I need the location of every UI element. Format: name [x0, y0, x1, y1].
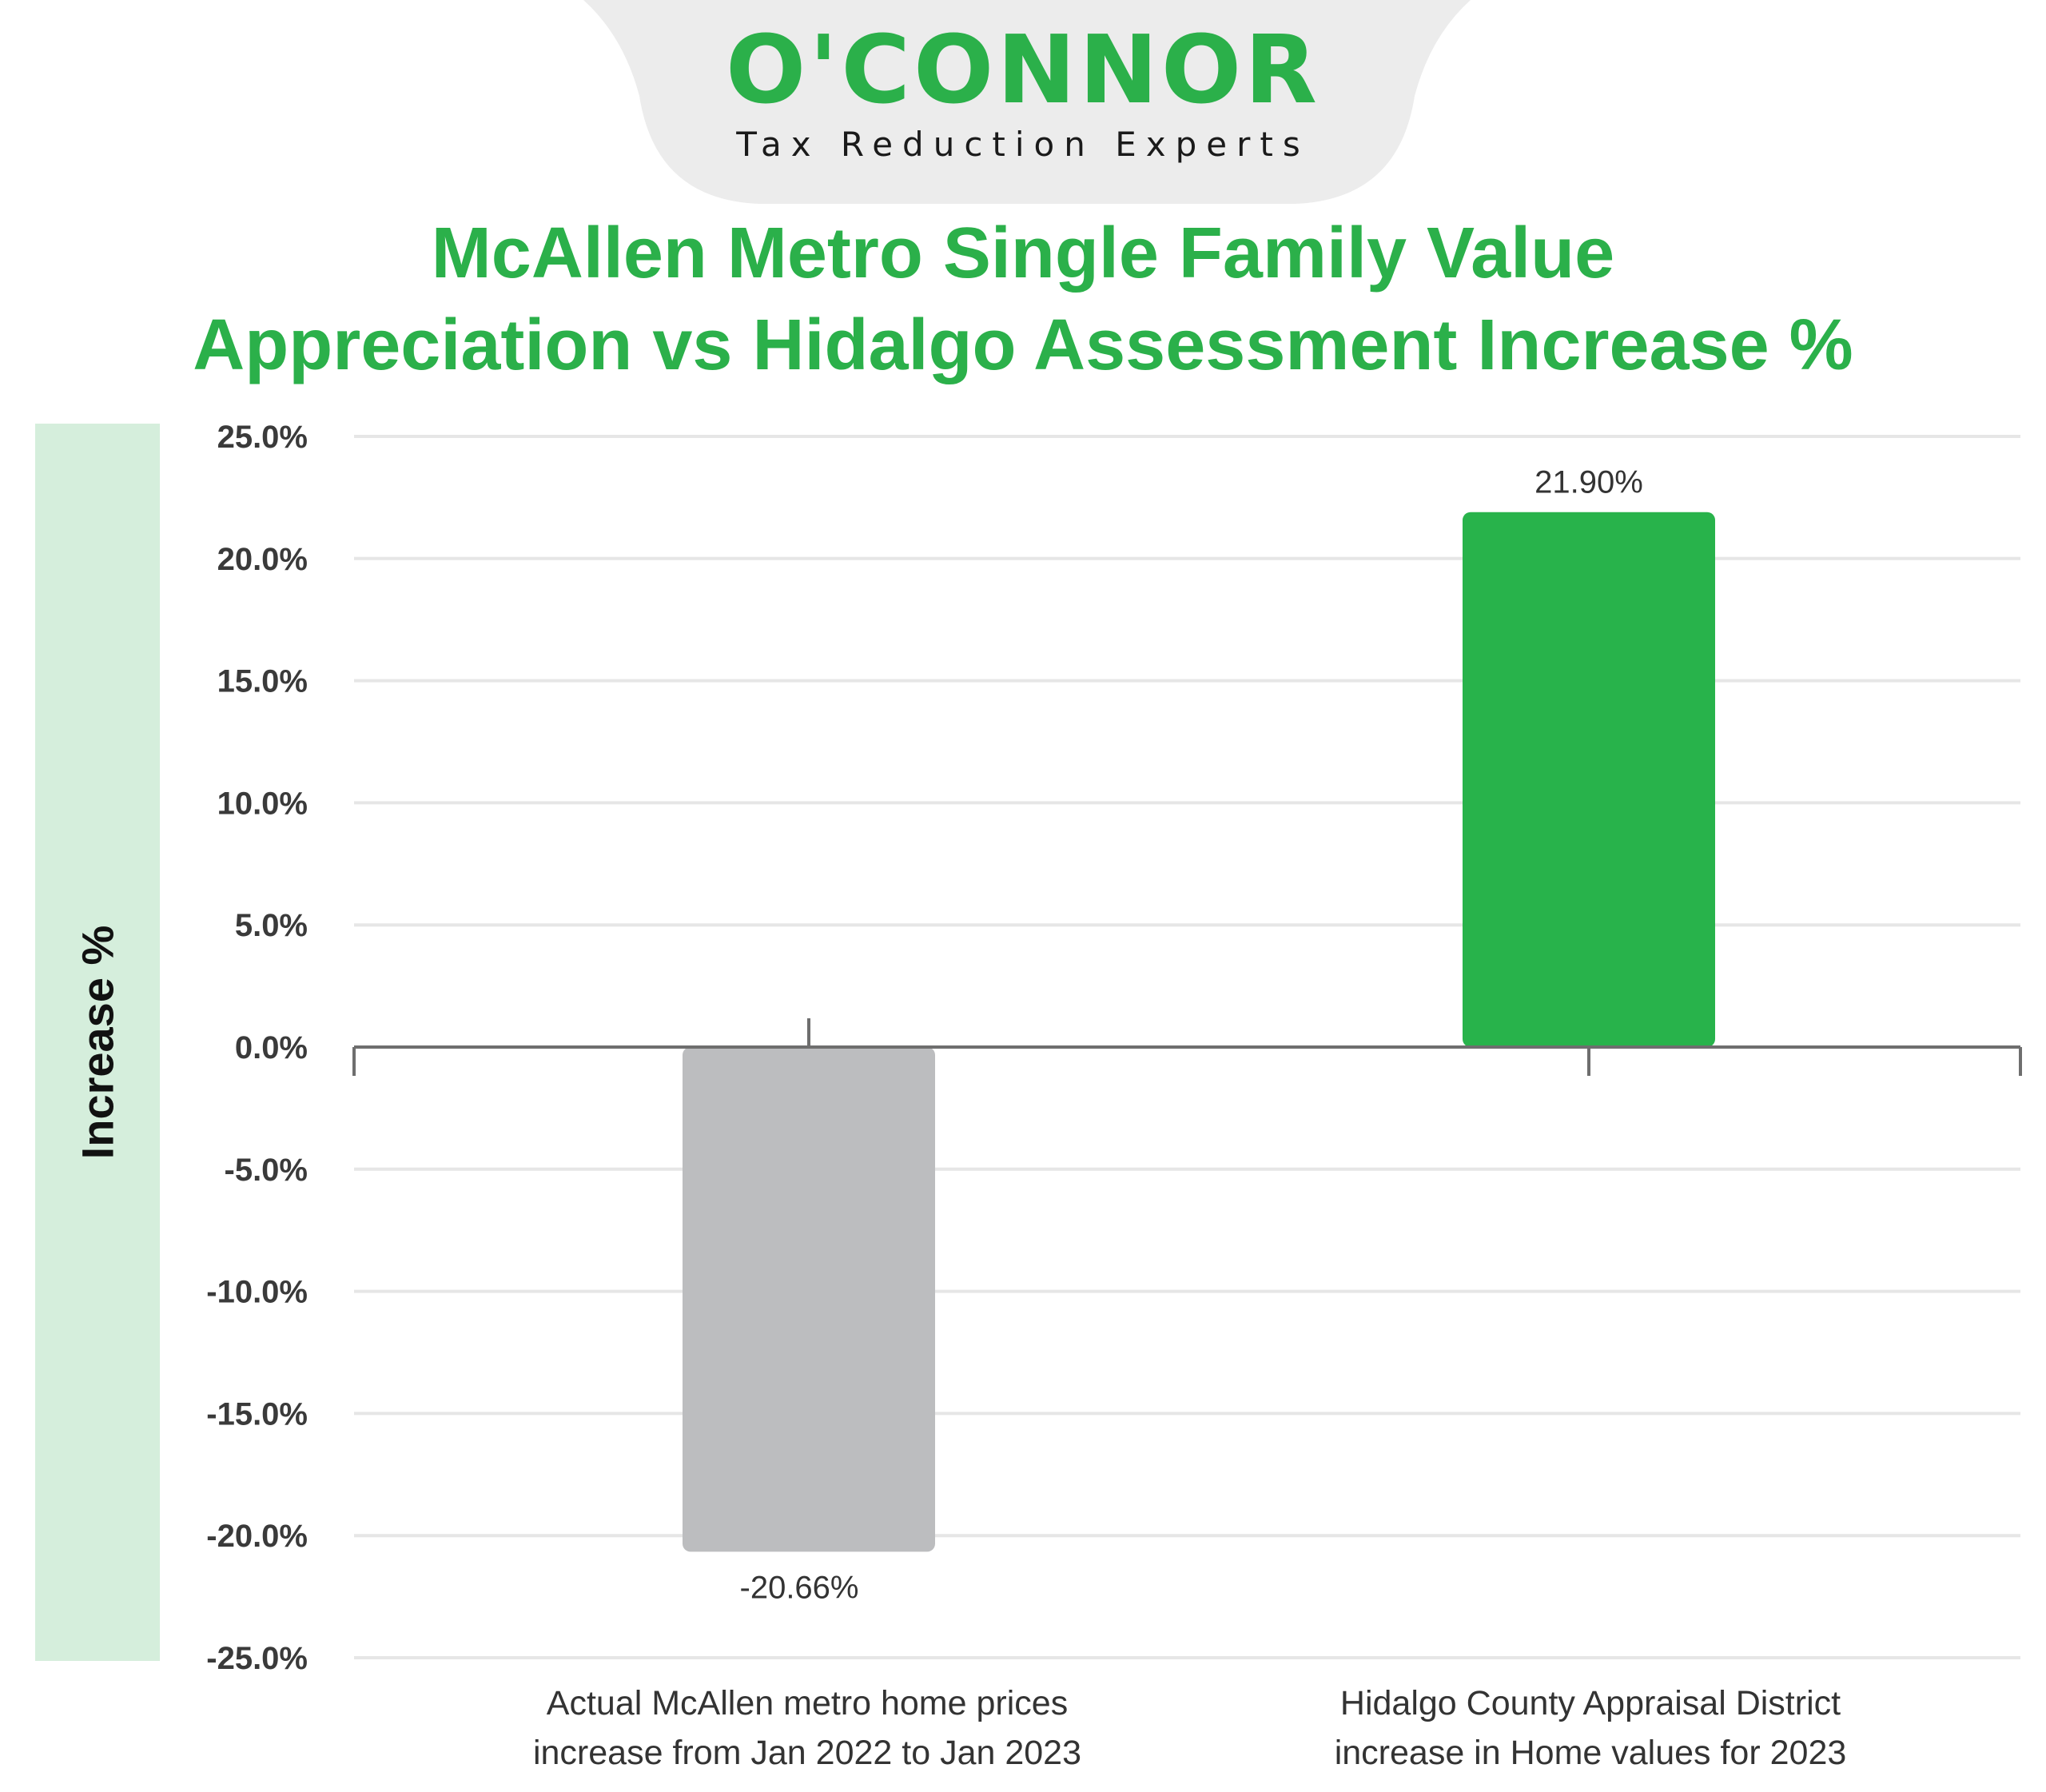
bar-mcallen-price-change — [683, 1047, 935, 1552]
y-axis-ticks: 25.0% 20.0% 15.0% 10.0% 5.0% 0.0% -5.0% -10.0% -… — [206, 420, 308, 1676]
bar-value-label: -20.66% — [740, 1570, 859, 1605]
category-label-line: Actual McAllen metro home prices — [546, 1684, 1069, 1722]
y-tick-label: -5.0% — [225, 1153, 308, 1188]
y-tick-label: 25.0% — [217, 420, 308, 455]
logo-background — [583, 0, 1471, 204]
bars — [683, 512, 1715, 1552]
oconnor-logo: O'CONNOR — [725, 14, 1321, 125]
category-label-hidalgo: Hidalgo County Appraisal District increa… — [1231, 1679, 1950, 1778]
chart-title-line-2: Appreciation vs Hidalgo Assessment Incre… — [193, 305, 1853, 385]
category-label-mcallen: Actual McAllen metro home prices increas… — [448, 1679, 1167, 1778]
y-tick-label: 5.0% — [235, 908, 308, 943]
category-label-line: Hidalgo County Appraisal District — [1339, 1684, 1841, 1722]
category-label-line: increase in Home values for 2023 — [1334, 1734, 1847, 1772]
bar-value-label: 21.90% — [1534, 465, 1643, 500]
chart-title-line-1: McAllen Metro Single Family Value — [431, 213, 1615, 293]
logo-tagline: Tax Reduction Experts — [736, 125, 1310, 164]
y-tick-label: 15.0% — [217, 664, 308, 699]
data-labels: -20.66% 21.90% — [740, 465, 1643, 1606]
y-tick-label: -15.0% — [206, 1396, 308, 1432]
x-axis — [352, 1018, 2022, 1076]
y-axis-label-band — [35, 424, 160, 1661]
y-tick-label: 20.0% — [217, 542, 308, 577]
y-tick-label: 0.0% — [235, 1030, 308, 1065]
gridlines — [354, 435, 2020, 1659]
y-tick-label: 10.0% — [217, 786, 308, 821]
category-label-line: increase from Jan 2022 to Jan 2023 — [532, 1734, 1082, 1772]
y-tick-label: -25.0% — [206, 1641, 308, 1676]
y-tick-label: -20.0% — [206, 1519, 308, 1554]
y-tick-label: -10.0% — [206, 1275, 308, 1310]
bar-hidalgo-assessment-increase — [1463, 512, 1715, 1047]
